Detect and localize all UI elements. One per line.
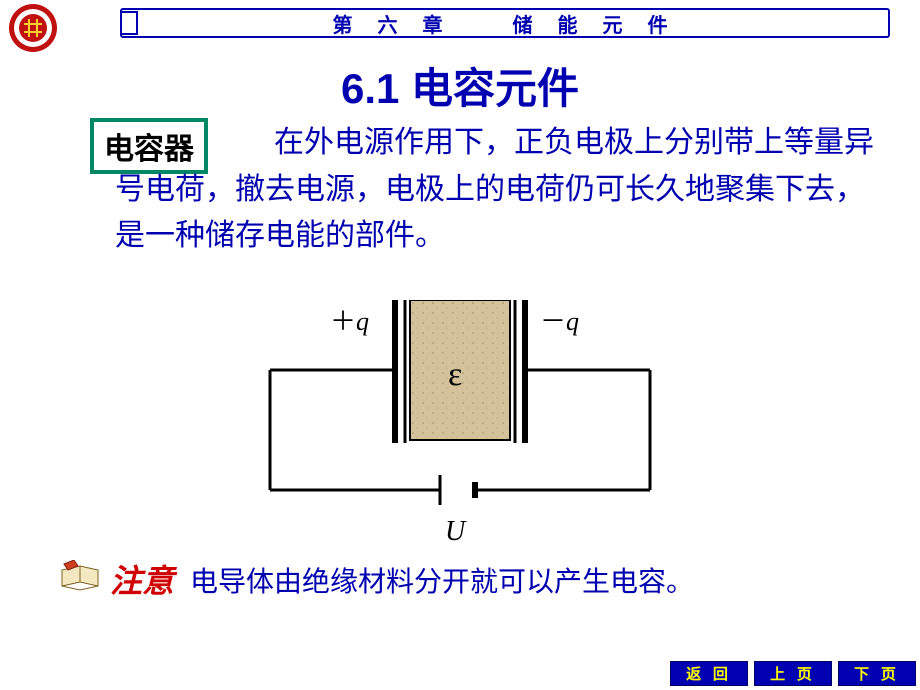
right-charge-label: －q: [540, 307, 579, 336]
note-text: 电导体由绝缘材料分开就可以产生电容。: [190, 560, 694, 600]
university-logo: [8, 3, 58, 53]
next-button[interactable]: 下 页: [838, 661, 916, 686]
nav-bar: 返 回 上 页 下 页: [670, 661, 916, 686]
section-title: 6.1 电容元件: [0, 55, 920, 116]
left-charge-label: ＋q: [330, 307, 369, 336]
body-paragraph: 在外电源作用下，正负电极上分别带上等量异号电荷，撤去电源，电极上的电荷仍可长久地…: [115, 120, 875, 260]
subject-label: 储 能 元 件: [513, 9, 678, 38]
note-label: 注意: [110, 556, 174, 602]
voltage-label: U: [445, 516, 467, 547]
back-button[interactable]: 返 回: [670, 661, 748, 686]
capacitor-diagram: ＋q －q ε U: [240, 300, 680, 555]
book-icon: [60, 560, 102, 592]
epsilon-label: ε: [448, 356, 462, 393]
chapter-label: 第 六 章: [333, 9, 453, 38]
prev-button[interactable]: 上 页: [754, 661, 832, 686]
slide-header: 第 六 章 储 能 元 件: [0, 3, 920, 43]
header-bar: 第 六 章 储 能 元 件: [120, 8, 890, 38]
header-scroll-ornament: [120, 11, 138, 35]
